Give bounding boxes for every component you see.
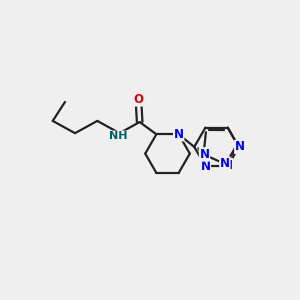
- Text: N: N: [174, 128, 184, 141]
- Text: N: N: [223, 159, 233, 172]
- Text: O: O: [134, 93, 143, 106]
- Text: N: N: [200, 160, 210, 173]
- Text: N: N: [200, 148, 209, 161]
- Text: N: N: [220, 157, 230, 170]
- Text: N: N: [235, 140, 245, 153]
- Text: NH: NH: [109, 131, 127, 141]
